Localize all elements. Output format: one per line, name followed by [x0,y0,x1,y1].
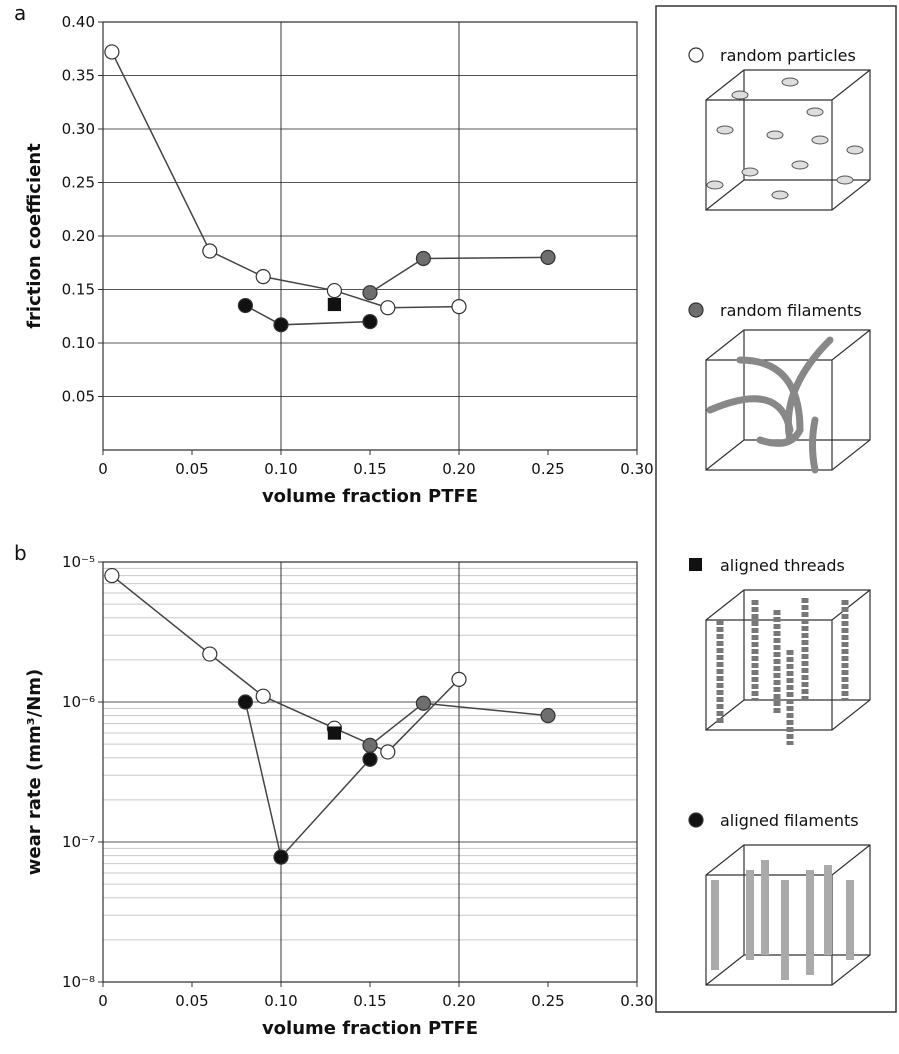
x-tick-label: 0.10 [264,992,297,1010]
legend-marker [689,303,703,317]
marker [541,709,555,723]
marker [363,286,377,300]
marker [105,569,119,583]
legend-label: random filaments [720,301,862,320]
marker [203,244,217,258]
x-axis-label: volume fraction PTFE [262,486,478,507]
marker [363,315,377,329]
y-tick-label: 0.10 [62,334,95,352]
y-tick-label: 0.20 [62,227,95,245]
marker [327,284,341,298]
legend-box [656,6,896,1012]
figure: random particles random filaments aligned … [0,0,899,1050]
legend-marker [689,48,703,62]
x-tick-label: 0.05 [175,460,208,478]
y-tick-label: 10⁻⁶ [62,693,95,711]
marker [416,251,430,265]
marker [541,250,555,264]
y-tick-label: 10⁻⁸ [62,973,95,991]
marker [381,745,395,759]
x-tick-label: 0.20 [442,460,475,478]
legend-marker [689,813,703,827]
marker [416,696,430,710]
y-tick-label: 10⁻⁵ [62,553,95,571]
series-line [245,306,370,325]
legend-label: aligned threads [720,556,845,575]
marker [328,727,340,739]
marker [381,301,395,315]
x-tick-label: 0.10 [264,460,297,478]
x-tick-label: 0.30 [620,460,653,478]
panel-label: b [14,541,27,565]
y-tick-label: 0.25 [62,174,95,192]
x-axis-label: volume fraction PTFE [262,1018,478,1039]
y-tick-label: 0.05 [62,388,95,406]
x-tick-label: 0 [98,992,108,1010]
x-tick-label: 0.20 [442,992,475,1010]
illustration-threads [706,590,870,745]
marker [203,647,217,661]
x-tick-label: 0.25 [531,992,564,1010]
legend-panel: random particles random filaments aligned … [656,6,896,1012]
marker [363,738,377,752]
illustration-aligned-filaments [706,845,870,985]
marker [256,689,270,703]
y-axis-label: friction coefficient [24,143,45,329]
marker [256,270,270,284]
x-tick-label: 0.15 [353,992,386,1010]
x-tick-label: 0.15 [353,460,386,478]
legend-label: random particles [720,46,856,65]
marker [238,695,252,709]
marker [363,752,377,766]
legend-label: aligned filaments [720,811,859,830]
plot-frame [103,562,637,982]
marker [105,45,119,59]
y-tick-label: 10⁻⁷ [62,833,95,851]
illustration-particles [706,70,870,210]
marker [274,318,288,332]
y-tick-label: 0.15 [62,281,95,299]
marker [238,299,252,313]
series-line [245,702,370,857]
panel-label: a [14,1,26,25]
x-tick-label: 0.30 [620,992,653,1010]
series-line [112,576,459,752]
x-tick-label: 0 [98,460,108,478]
y-tick-label: 0.30 [62,120,95,138]
legend-marker [689,558,702,571]
marker [328,298,340,310]
x-tick-label: 0.25 [531,460,564,478]
y-axis-label: wear rate (mm³/Nm) [24,669,45,875]
marker [452,300,466,314]
x-tick-label: 0.05 [175,992,208,1010]
y-tick-label: 0.35 [62,67,95,85]
marker [452,672,466,686]
illustration-filaments [706,330,870,470]
y-tick-label: 0.40 [62,13,95,31]
marker [274,850,288,864]
